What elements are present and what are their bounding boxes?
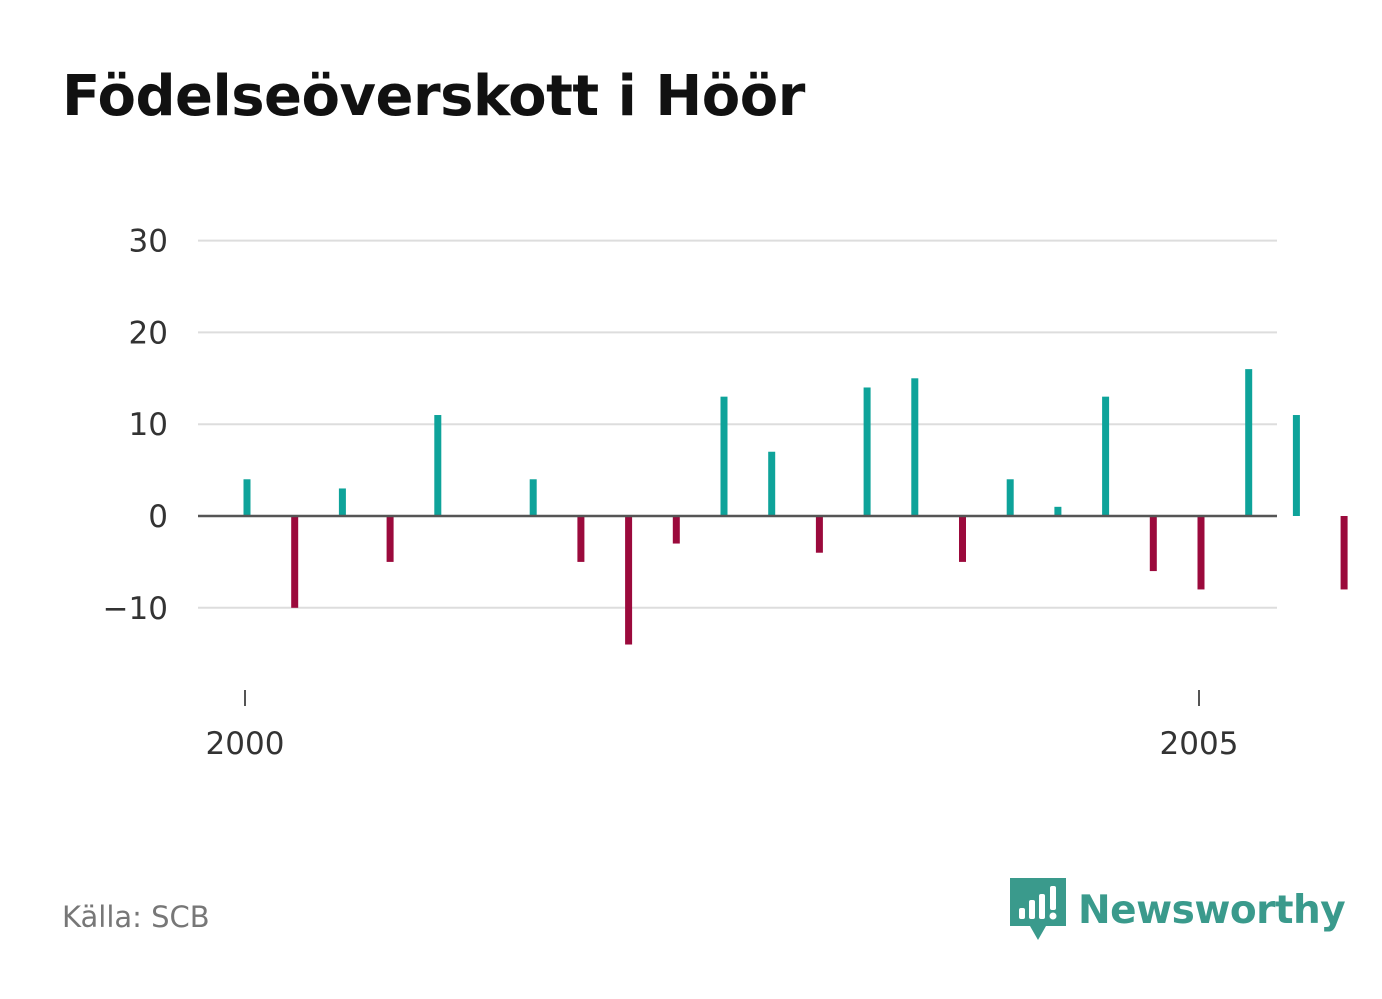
bar	[1245, 369, 1253, 516]
chart-title: Födelseöverskott i Höör	[62, 64, 805, 129]
brand-logo[interactable]: Newsworthy	[1010, 878, 1346, 942]
x-tick-label: 2000	[206, 726, 285, 762]
bar	[291, 516, 299, 608]
bar	[1292, 415, 1300, 516]
bars	[243, 369, 1348, 645]
y-tick-label: 10	[129, 407, 168, 443]
bar	[1340, 516, 1348, 590]
newsworthy-logo-icon	[1010, 878, 1066, 940]
grid-lines	[198, 239, 1277, 609]
brand-name: Newsworthy	[1078, 887, 1346, 933]
bar	[1197, 516, 1205, 590]
bar	[386, 516, 394, 562]
bar	[911, 378, 919, 516]
x-tick-label: 2005	[1160, 726, 1239, 762]
bar	[1006, 479, 1014, 516]
y-tick-label: −10	[103, 591, 168, 627]
bar	[720, 396, 728, 516]
bar	[338, 488, 346, 516]
y-tick-label: 0	[148, 499, 168, 535]
bar	[625, 516, 633, 645]
bar	[243, 479, 251, 516]
bar	[1149, 516, 1157, 572]
bar	[434, 415, 442, 516]
bar	[768, 451, 776, 516]
bar	[815, 516, 823, 553]
source-label: Källa: SCB	[62, 900, 210, 934]
bar	[1054, 506, 1062, 516]
bar	[863, 387, 871, 516]
bar	[1102, 396, 1110, 516]
y-tick-label: 20	[129, 315, 168, 351]
bar	[577, 516, 585, 562]
y-tick-label: 30	[129, 224, 168, 260]
axes	[198, 514, 1277, 706]
bar	[672, 516, 680, 544]
bar	[959, 516, 966, 562]
bar	[529, 479, 537, 516]
